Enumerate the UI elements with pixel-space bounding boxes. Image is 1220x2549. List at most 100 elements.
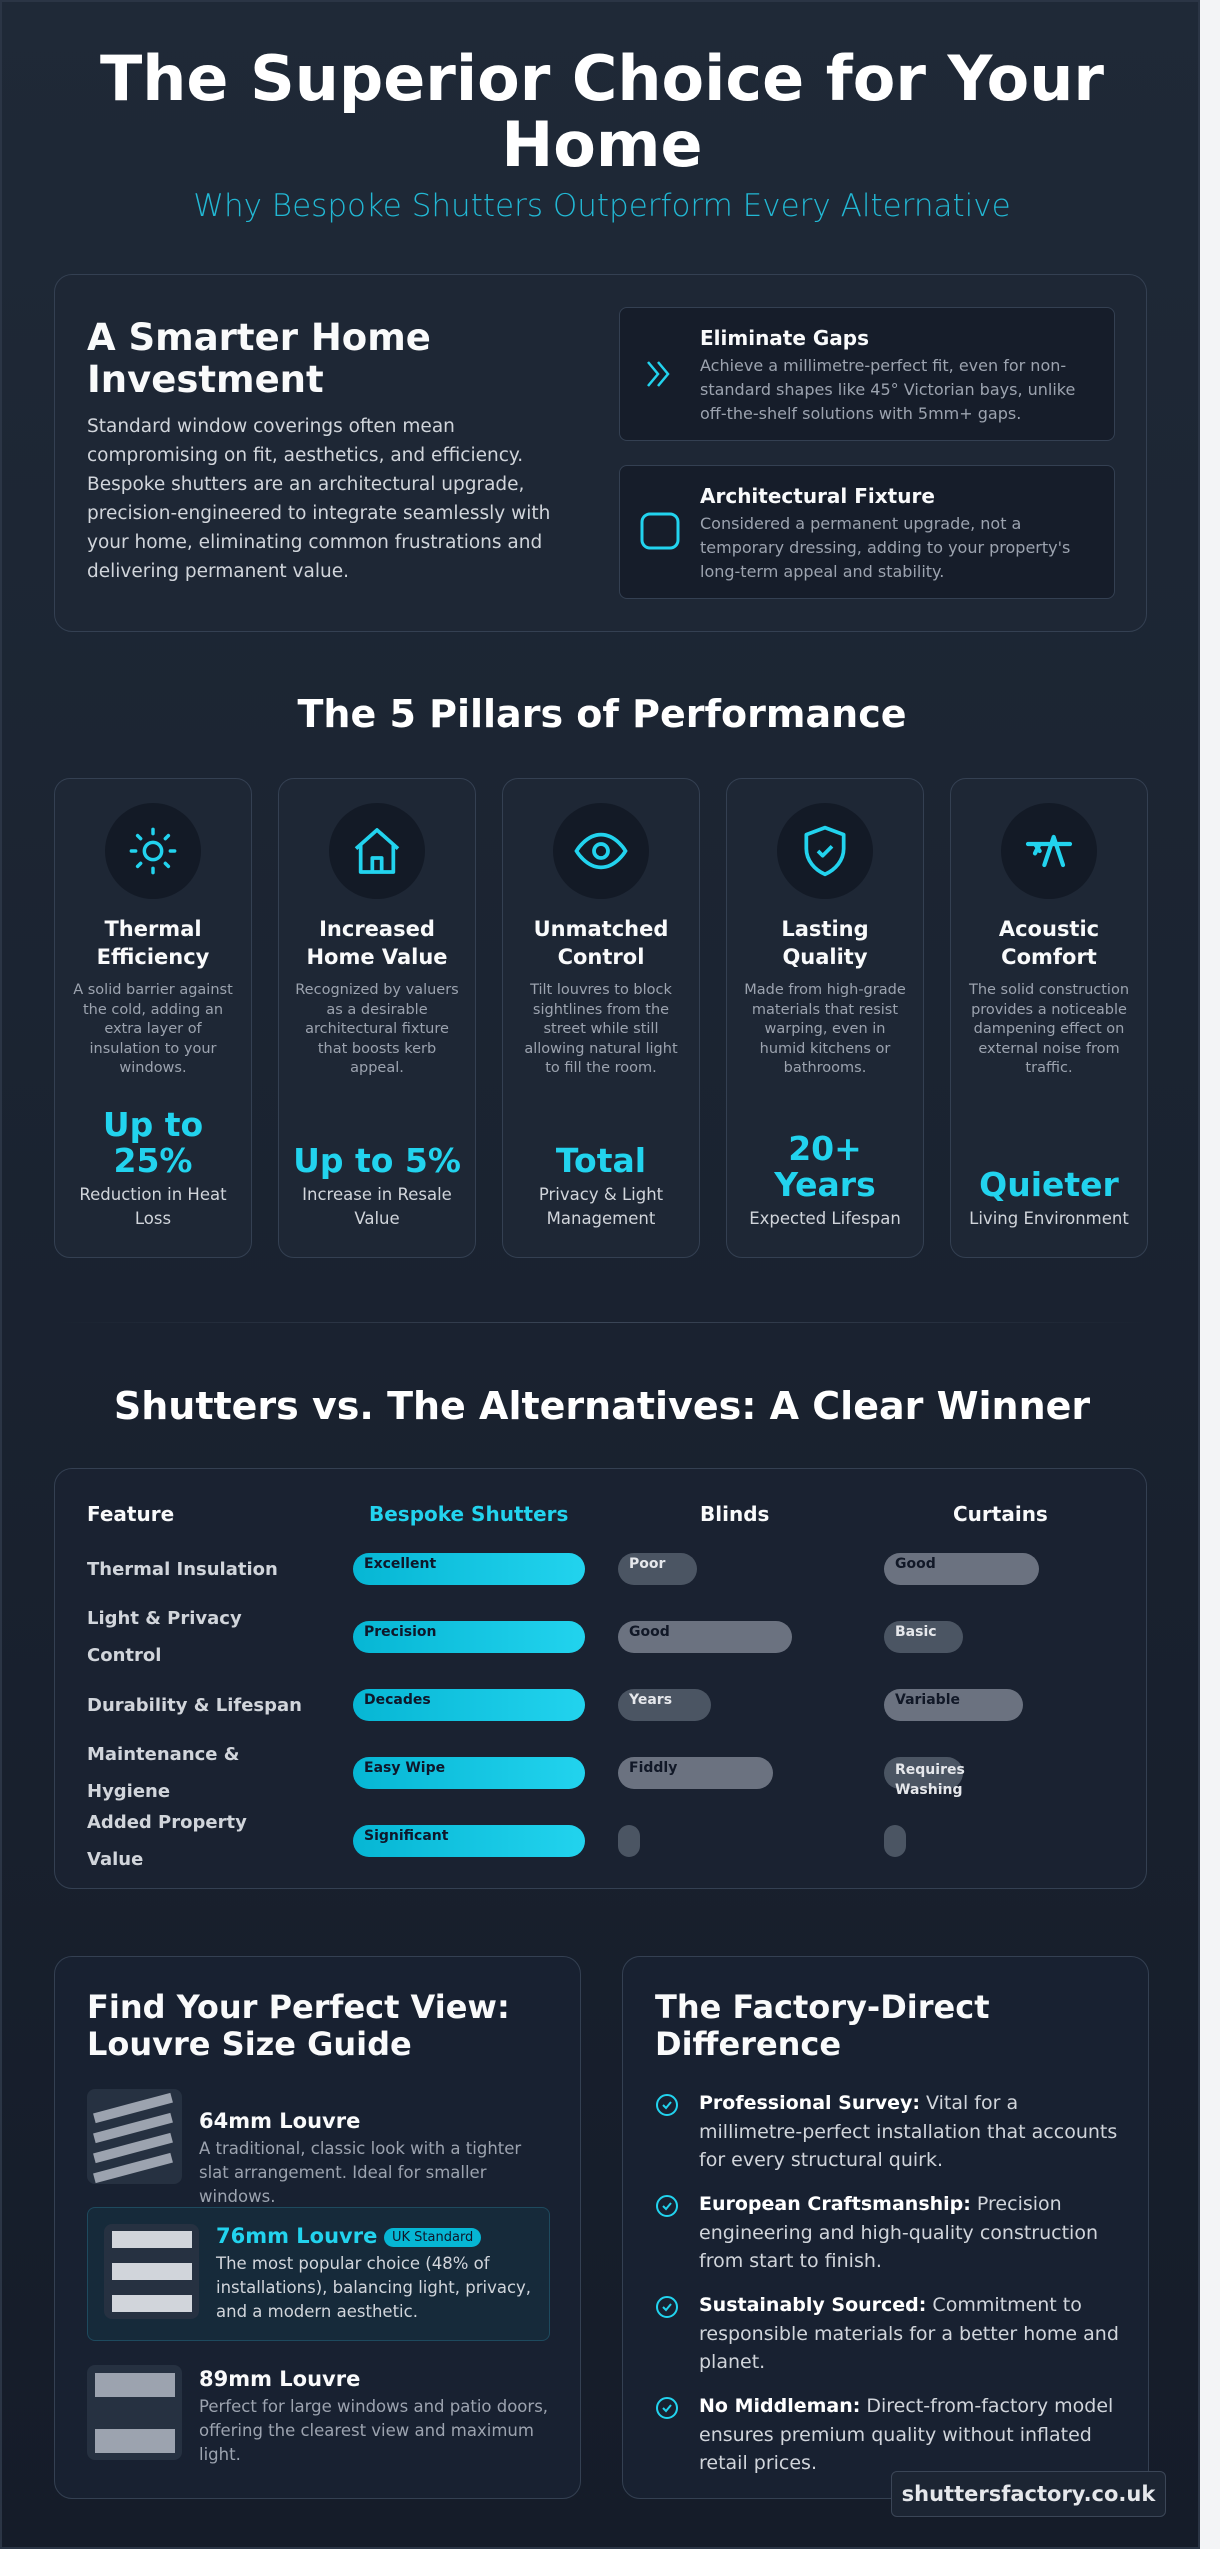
header-curtains: Curtains <box>953 1502 1048 1526</box>
comparison-table <box>54 1468 1147 1889</box>
feature-architectural-fixture: Architectural Fixture Considered a perma… <box>619 465 1115 599</box>
bar-curtains <box>884 1825 906 1857</box>
pillars-title: The 5 Pillars of Performance <box>297 692 907 736</box>
feature-title: Eliminate Gaps <box>700 326 870 350</box>
point-text: Direct-from-factory model ensures premiu… <box>699 2395 1114 2474</box>
pillar-stat-label: Reduction in Heat Loss <box>79 1185 227 1228</box>
point-title: No Middleman: <box>699 2395 861 2417</box>
pillar-title: Acoustic Comfort <box>998 917 1100 969</box>
point-text: Precision engineering and high-quality c… <box>699 2193 1098 2272</box>
pillar-title: Unmatched Control <box>533 917 669 969</box>
feature-text: Considered a permanent upgrade, not a te… <box>700 514 1071 581</box>
pillar-stat: Quieter <box>979 1165 1119 1204</box>
pillar-title: Increased Home Value <box>306 917 448 969</box>
factory-direct-card: The Factory-Direct Difference Profession… <box>622 1956 1149 2499</box>
bar-shutters: Excellent <box>353 1553 585 1585</box>
pillar-stat: Total <box>555 1141 647 1180</box>
row-feature: Maintenance & Hygiene <box>87 1744 240 1802</box>
point-text: Commitment to responsible materials for … <box>699 2294 1119 2373</box>
point-text: Vital for a millimetre-perfect installat… <box>699 2092 1118 2171</box>
bar-blinds: Years <box>618 1689 711 1721</box>
sun-icon <box>105 803 201 899</box>
double-chevron-right-icon <box>647 361 670 387</box>
bar-shutters: Easy Wipe <box>353 1757 585 1789</box>
slats-64mm-icon <box>87 2089 182 2184</box>
pillar-stat-label: Privacy & Light Management <box>538 1185 664 1228</box>
comparison-title: Shutters vs. The Alternatives: A Clear W… <box>113 1384 1091 1428</box>
section-divider <box>56 1322 1149 1323</box>
page-subtitle: Why Bespoke Shutters Outperform Every Al… <box>193 188 1011 224</box>
bar-blinds: Fiddly <box>618 1757 774 1789</box>
pillar-card: Thermal Efficiency A solid barrier again… <box>54 778 252 1258</box>
louvre-desc: The most popular choice (48% of installa… <box>216 2254 532 2321</box>
pillar-card: Lasting Quality Made from high-grade mat… <box>726 778 924 1258</box>
pillar-card: Unmatched Control Tilt louvres to block … <box>502 778 700 1258</box>
bar-blinds <box>618 1825 640 1857</box>
pillar-stat-label: Increase in Resale Value <box>302 1185 452 1228</box>
pillar-desc: A solid barrier against the cold, adding… <box>73 982 233 1076</box>
pillar-desc: Tilt louvres to block sightlines from th… <box>524 982 678 1076</box>
point-title: Sustainably Sourced: <box>699 2294 927 2316</box>
bar-curtains: Basic <box>884 1621 963 1653</box>
investment-card: A Smarter Home Investment Standard windo… <box>54 274 1147 632</box>
slats-89mm-icon <box>87 2365 182 2460</box>
feature-eliminate-gaps: Eliminate Gaps Achieve a millimetre-perf… <box>619 307 1115 441</box>
row-feature: Light & Privacy Control <box>87 1608 242 1666</box>
pillar-title: Thermal Efficiency <box>96 917 210 969</box>
louvre-desc: Perfect for large windows and patio door… <box>199 2397 549 2464</box>
acoustic-icon <box>1001 803 1097 899</box>
bar-shutters: Precision <box>353 1621 585 1653</box>
bar-shutters: Significant <box>353 1825 585 1857</box>
pillar-card: Increased Home Value Recognized by value… <box>278 778 476 1258</box>
page-title: The Superior Choice for Your Home <box>100 42 1104 181</box>
pillar-card: Acoustic Comfort The solid construction … <box>950 778 1148 1258</box>
pillar-desc: Made from high-grade materials that resi… <box>744 982 906 1076</box>
bar-blinds: Good <box>618 1621 792 1653</box>
row-feature: Added Property Value <box>87 1812 247 1870</box>
bar-curtains: Good <box>884 1553 1040 1585</box>
header-shutters: Bespoke Shutters <box>369 1502 569 1526</box>
slats-76mm-icon <box>104 2224 199 2319</box>
louvre-title: Find Your Perfect View: Louvre Size Guid… <box>87 1988 510 2063</box>
investment-title: A Smarter Home Investment <box>87 316 431 401</box>
rounded-square-icon <box>640 512 680 550</box>
row-feature: Thermal Insulation <box>87 1558 278 1580</box>
bar-curtains: Requires Washing <box>884 1757 965 1798</box>
header-feature: Feature <box>87 1502 175 1526</box>
home-icon <box>329 803 425 899</box>
louvre-name: 64mm Louvre <box>199 2109 361 2133</box>
check-circle-icon <box>656 2296 678 2318</box>
check-circle-icon <box>656 2397 678 2419</box>
louvre-guide-card: Find Your Perfect View: Louvre Size Guid… <box>54 1956 581 2499</box>
investment-body: Standard window coverings often mean com… <box>87 416 551 582</box>
check-circle-icon <box>656 2094 678 2116</box>
row-feature: Durability & Lifespan <box>87 1694 302 1716</box>
louvre-name: 76mm Louvre <box>216 2224 378 2248</box>
louvre-76mm-highlight: 76mm Louvre UK Standard The most popular… <box>87 2207 550 2341</box>
pillar-stat: 20+ Years <box>774 1129 876 1204</box>
point-title: Professional Survey: <box>699 2092 920 2114</box>
eye-icon <box>553 803 649 899</box>
point-title: European Craftsmanship: <box>699 2193 971 2215</box>
pillar-stat-label: Living Environment <box>969 1209 1129 1228</box>
feature-title: Architectural Fixture <box>700 484 935 508</box>
shield-check-icon <box>777 803 873 899</box>
pillar-stat: Up to 5% <box>293 1141 461 1180</box>
feature-text: Achieve a millimetre-perfect fit, even f… <box>700 356 1076 423</box>
bar-curtains: Variable <box>884 1689 1024 1721</box>
pillar-stat-label: Expected Lifespan <box>749 1209 901 1228</box>
header-blinds: Blinds <box>700 1502 770 1526</box>
louvre-name: 89mm Louvre <box>199 2367 361 2391</box>
bar-shutters: Decades <box>353 1689 585 1721</box>
website-badge[interactable]: shuttersfactory.co.uk <box>891 2471 1166 2517</box>
check-circle-icon <box>656 2195 678 2217</box>
pillar-title: Lasting Quality <box>781 917 869 969</box>
bar-blinds: Poor <box>618 1553 697 1585</box>
louvre-desc: A traditional, classic look with a tight… <box>199 2139 522 2206</box>
pillar-desc: The solid construction provides a notice… <box>968 982 1130 1076</box>
pillar-stat: Up to 25% <box>102 1105 204 1180</box>
factory-title: The Factory-Direct Difference <box>655 1988 990 2063</box>
pillar-desc: Recognized by valuers as a desirable arc… <box>295 982 459 1076</box>
uk-standard-badge: UK Standard <box>384 2228 482 2247</box>
